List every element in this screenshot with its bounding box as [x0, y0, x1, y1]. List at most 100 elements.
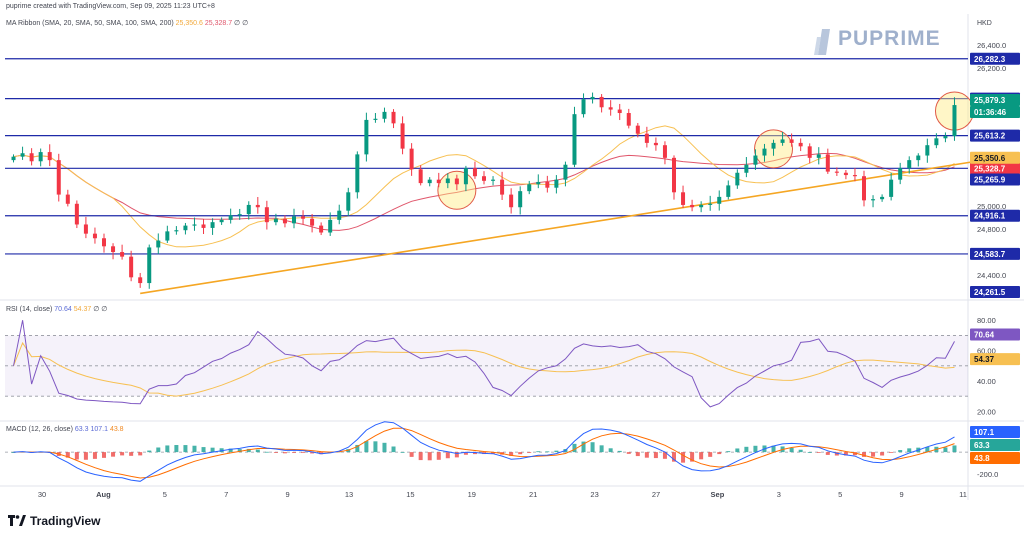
candle	[843, 170, 848, 180]
macd-signal-tag: 43.8	[970, 452, 1020, 464]
candle	[816, 147, 821, 165]
candle	[409, 143, 414, 176]
candle	[74, 200, 79, 229]
macd-histogram-bar	[237, 449, 242, 453]
candle-body	[56, 160, 61, 195]
x-tick-label: 13	[345, 490, 353, 499]
candle	[445, 173, 450, 189]
candle-body	[83, 224, 88, 234]
candle-body	[292, 216, 296, 224]
rsi-legend[interactable]: RSI (14, close) 70.64 54.37 ∅ ∅	[6, 305, 107, 313]
candle-body	[843, 172, 848, 176]
ma-fast-tag-bg	[970, 151, 1020, 164]
candle-body	[147, 247, 152, 284]
price-tick-label: 25,000.0	[977, 202, 1006, 211]
candle	[328, 212, 333, 236]
candle	[563, 161, 568, 187]
candle-body	[472, 168, 477, 177]
x-tick-label: 19	[468, 490, 476, 499]
level-tag-bg	[970, 173, 1020, 186]
candle-body	[273, 218, 278, 223]
candle	[608, 100, 613, 116]
macd-histogram-bar	[129, 452, 134, 456]
candle-body	[111, 246, 116, 253]
candle-body	[319, 225, 324, 233]
candle-body	[708, 203, 713, 205]
current-price-tag: 25,879.3	[970, 94, 1020, 107]
candle-body	[500, 179, 505, 195]
x-tick-label: 7	[224, 490, 228, 499]
level-tag: 24,916.1	[970, 209, 1020, 222]
candle	[111, 243, 116, 260]
candle-body	[310, 218, 315, 226]
candle-body	[427, 179, 432, 184]
rsi-ma-tag: 54.37	[970, 353, 1020, 366]
candle	[653, 137, 658, 151]
macd-histogram-bar	[843, 452, 848, 456]
candle	[355, 151, 360, 199]
macd-histogram-bar	[871, 452, 876, 457]
candle	[889, 172, 894, 201]
price-tick-label: 26,200.0	[977, 64, 1006, 73]
rsi-legend-tail: ∅ ∅	[93, 306, 108, 313]
macd-histogram-bar	[183, 445, 188, 453]
macd-histogram-bar	[373, 441, 378, 453]
candle	[626, 108, 631, 129]
candle-body	[264, 207, 269, 223]
candle-body	[38, 152, 43, 162]
candle-body	[563, 164, 568, 180]
macd-histogram-bar	[92, 452, 97, 459]
macd-histogram-bar	[626, 452, 631, 454]
candle	[934, 133, 939, 149]
macd-legend[interactable]: MACD (12, 26, close) 63.3 107.1 43.8	[6, 426, 124, 433]
candle	[147, 244, 152, 289]
macd-histogram-bar	[319, 452, 324, 455]
macd-histogram-bar	[400, 451, 405, 453]
candle	[762, 143, 767, 162]
candle-body	[355, 154, 360, 193]
candle-body	[346, 192, 351, 211]
macd-histogram-bar	[301, 452, 306, 453]
candle-body	[210, 222, 215, 228]
level-tag-bg	[970, 286, 1020, 298]
macd-histogram-bar	[454, 452, 459, 458]
macd-histogram-bar	[590, 442, 595, 453]
macd-histogram-bar	[427, 452, 432, 461]
macd-value-tag-text: 63.3	[974, 441, 990, 450]
candle	[292, 208, 296, 229]
macd-histogram-bar	[264, 451, 269, 453]
candle-body	[862, 176, 866, 201]
macd-histogram-bar	[653, 452, 658, 459]
x-tick-label: 23	[590, 490, 598, 499]
macd-histogram-bar	[192, 445, 197, 453]
current-price-tag-text: 25,879.3	[974, 96, 1006, 105]
level-tag-text: 25,328.7	[974, 164, 1006, 173]
candle-body	[816, 154, 821, 158]
candle-body	[120, 252, 125, 257]
macd-histogram-bar	[536, 451, 541, 453]
macd-histogram-bar	[952, 445, 957, 453]
level-tag: 26,282.3	[970, 52, 1020, 65]
x-tick-label: 11	[959, 490, 967, 499]
candle	[282, 215, 287, 228]
level-tag-bg	[970, 209, 1020, 222]
macd-histogram-bar	[807, 452, 812, 453]
candle	[165, 225, 170, 243]
candle-body	[391, 111, 396, 124]
candle	[129, 250, 134, 282]
candle	[744, 157, 749, 178]
candle-body	[183, 225, 188, 231]
candle	[210, 218, 215, 235]
candle	[255, 197, 260, 214]
candle-body	[138, 277, 143, 284]
rsi-legend-ma-value: 54.37	[73, 306, 92, 313]
candle	[83, 216, 88, 239]
macd-histogram-bar	[825, 452, 830, 455]
x-tick-label: Sep	[711, 490, 725, 499]
macd-hist-tag: 107.1	[970, 426, 1020, 438]
candle-body	[29, 153, 34, 162]
candle-body	[463, 168, 468, 185]
rsi-ma-tag-text: 54.37	[974, 355, 995, 364]
ma-ribbon-legend[interactable]: MA Ribbon (SMA, 20, SMA, 50, SMA, 100, S…	[6, 19, 248, 27]
